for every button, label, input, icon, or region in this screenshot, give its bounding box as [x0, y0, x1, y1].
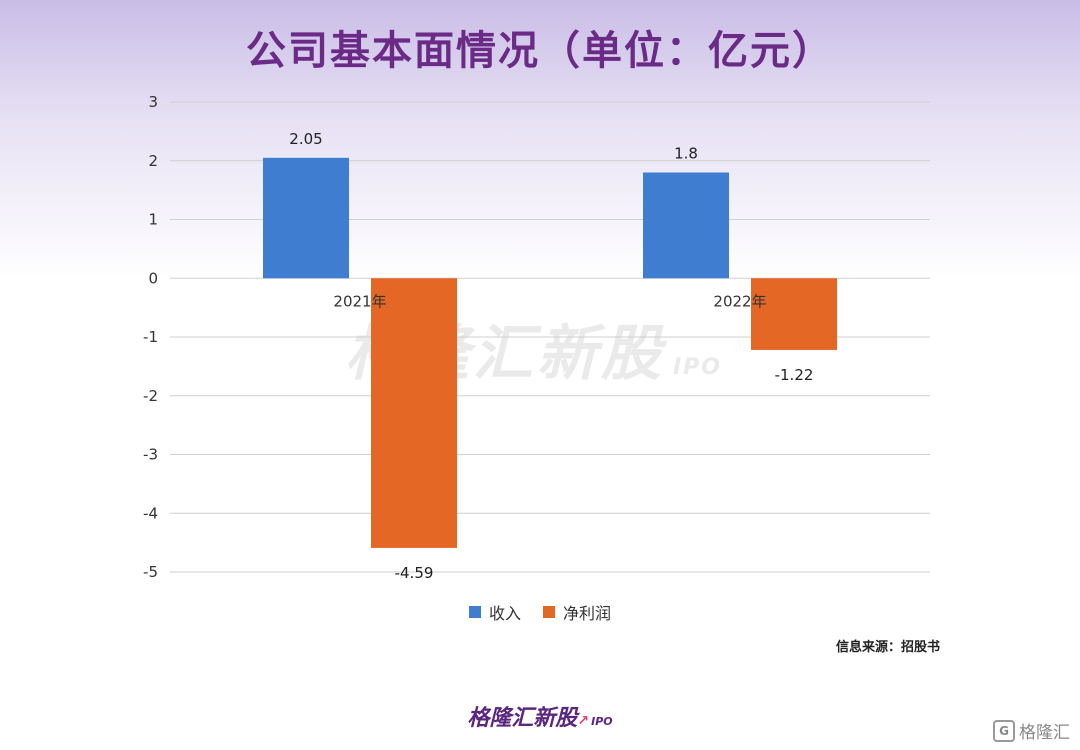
y-tick-label: 3 [148, 93, 158, 111]
y-axis-ticks: 3 2 1 0 -1 -2 -3 -4 -5 [143, 93, 158, 581]
brand-logo: 格隆汇新股↗ IPO [467, 706, 613, 731]
arrow-icon: ↗ [577, 713, 590, 729]
y-tick-label: -4 [143, 504, 158, 522]
bars [263, 157, 837, 548]
legend-swatch-revenue [468, 606, 481, 618]
corner-logo: G 格隆汇 [993, 718, 1070, 743]
y-tick-label: 1 [148, 211, 158, 229]
legend-label-net-profit: 净利润 [563, 604, 612, 623]
legend-swatch-net-profit [543, 606, 555, 618]
data-labels: 2.05 -4.59 1.8 -1.22 [289, 130, 813, 582]
bar-net-profit-1 [751, 278, 837, 350]
data-label: 2.05 [289, 130, 322, 148]
y-tick-label: -5 [143, 563, 158, 581]
y-tick-label: 0 [148, 269, 158, 287]
y-tick-label: -3 [143, 446, 158, 464]
category-label: 2022年 [713, 292, 766, 310]
data-label: -4.59 [395, 564, 434, 582]
legend-item-net-profit: 净利润 [543, 600, 611, 624]
y-tick-label: 2 [148, 152, 158, 170]
y-tick-label: -2 [143, 387, 158, 405]
category-label: 2021年 [333, 292, 386, 310]
source-note: 信息来源：招股书 [835, 640, 940, 655]
data-label: -1.22 [775, 366, 814, 384]
bar-net-profit-0 [371, 278, 457, 548]
legend: 收入 净利润 [0, 600, 1080, 624]
category-labels: 2021年 2022年 [333, 292, 766, 310]
legend-label-revenue: 收入 [488, 604, 521, 623]
bar-revenue-0 [263, 157, 349, 279]
y-tick-label: -1 [143, 328, 158, 346]
bar-revenue-1 [643, 172, 729, 279]
chart-title: 公司基本面情况（单位：亿元） [246, 27, 834, 74]
g-logo-icon: G [993, 719, 1015, 742]
corner-brand-text: 格隆汇 [1019, 723, 1070, 743]
legend-item-revenue: 收入 [468, 600, 521, 624]
data-label: 1.8 [674, 145, 698, 163]
